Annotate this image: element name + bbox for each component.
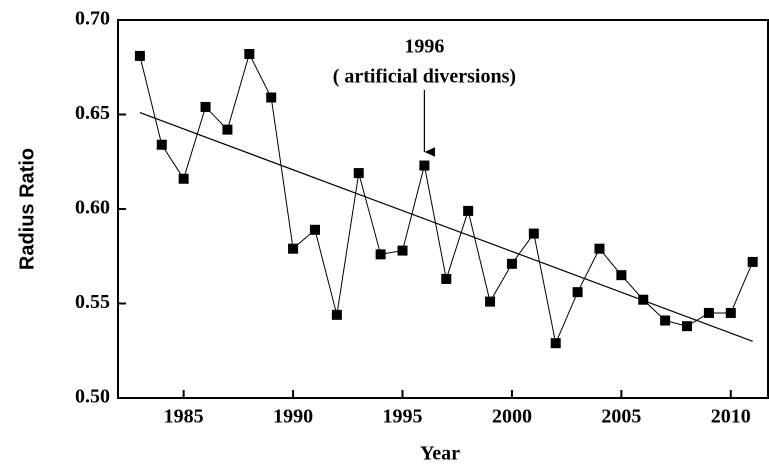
y-tick-label: 0.60 [75, 197, 110, 219]
marker [638, 294, 649, 305]
marker [266, 92, 277, 103]
series-line [139, 52, 754, 345]
x-tick-label: 1990 [273, 406, 313, 428]
marker [288, 243, 299, 254]
marker [463, 205, 474, 216]
x-tick-label: 1985 [164, 406, 204, 428]
x-tick-label: 2010 [711, 406, 751, 428]
annotation-text: 1996 [404, 36, 444, 58]
marker [572, 287, 583, 298]
marker [309, 224, 320, 235]
marker [660, 315, 671, 326]
marker [703, 307, 714, 318]
marker [528, 228, 539, 239]
marker [506, 258, 517, 269]
y-tick-label: 0.50 [75, 386, 110, 408]
trend-line [139, 112, 753, 342]
y-tick-label: 0.70 [75, 8, 110, 30]
x-tick-label: 2000 [492, 406, 532, 428]
y-tick-label: 0.55 [75, 291, 110, 313]
marker [725, 307, 736, 318]
marker [375, 249, 386, 260]
marker [200, 101, 211, 112]
marker [397, 245, 408, 256]
marker [682, 321, 693, 332]
marker [594, 243, 605, 254]
x-tick-label: 2005 [601, 406, 641, 428]
marker [178, 173, 189, 184]
marker [156, 139, 167, 150]
marker [441, 273, 452, 284]
marker [353, 168, 364, 179]
annotation-text: ( artificial diversions) [333, 66, 516, 88]
x-tick-label: 1995 [383, 406, 423, 428]
y-axis-title: Radius Ratio [16, 148, 38, 270]
marker [616, 270, 627, 281]
y-tick-label: 0.65 [75, 102, 110, 124]
marker [419, 160, 430, 171]
marker [331, 309, 342, 320]
marker [244, 49, 255, 60]
marker [134, 50, 145, 61]
marker [222, 124, 233, 135]
marker [485, 296, 496, 307]
marker [550, 338, 561, 349]
marker [747, 256, 758, 267]
x-axis-title: Year [420, 443, 460, 465]
